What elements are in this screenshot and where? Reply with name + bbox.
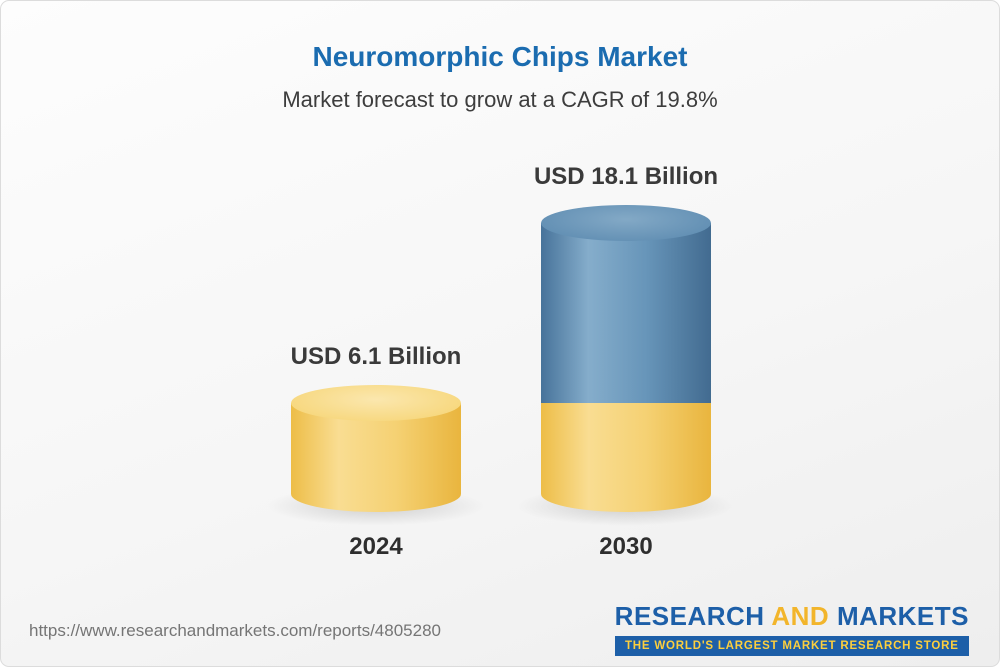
category-label-2024: 2024 [349, 533, 403, 560]
research-and-markets-logo: RESEARCH AND MARKETS THE WORLD'S LARGEST… [614, 601, 969, 656]
logo-wordmark: RESEARCH AND MARKETS [615, 601, 969, 632]
cylinder-2024 [291, 384, 461, 512]
logo-tagline: THE WORLD'S LARGEST MARKET RESEARCH STOR… [614, 636, 969, 656]
cylinder-segment-yellow [541, 402, 711, 494]
category-label-2030: 2030 [599, 533, 653, 560]
logo-word-research: RESEARCH [614, 601, 765, 631]
chart-subtitle: Market forecast to grow at a CAGR of 19.… [282, 87, 718, 112]
value-label-2024: USD 6.1 Billion [290, 342, 462, 370]
logo-word-and: AND [771, 601, 830, 631]
source-url[interactable]: https://www.researchandmarkets.com/repor… [29, 621, 441, 640]
cylinder-top-cap [541, 204, 711, 241]
cylinder-2030 [541, 204, 711, 512]
cylinder-top-cap [291, 384, 461, 421]
logo-word-markets: MARKETS [836, 601, 969, 631]
cylinder-segment-blue [541, 222, 711, 403]
chart-title: Neuromorphic Chips Market [312, 41, 688, 72]
value-label-2030: USD 18.1 Billion [533, 162, 719, 190]
